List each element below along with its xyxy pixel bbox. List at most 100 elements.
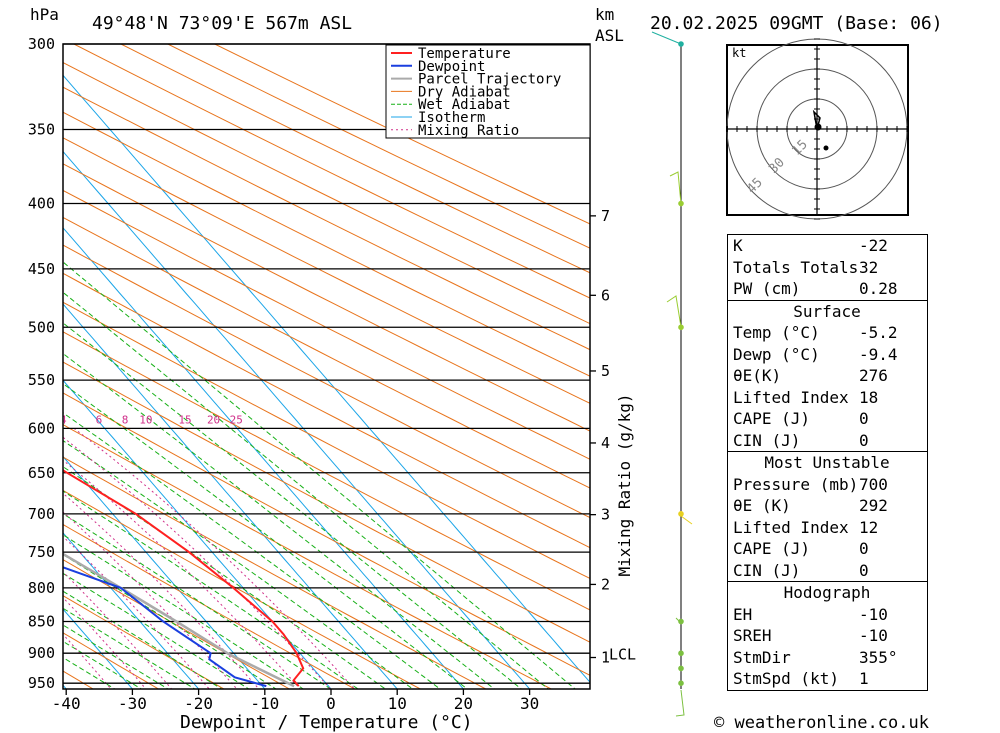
hodograph-point: [814, 123, 822, 131]
surface-title: Surface: [728, 299, 927, 323]
legend-entry: Parcel Trajectory: [418, 72, 561, 88]
wet-adiabat: [63, 291, 549, 689]
index-label: Pressure (mb): [733, 474, 859, 494]
mixing-ratio-line: [63, 633, 112, 689]
storm-motion-marker: [823, 145, 829, 151]
index-value: 0.28: [859, 279, 898, 298]
legend-entry: Temperature: [418, 46, 511, 62]
index-value: 0: [859, 560, 869, 580]
mixing-ratio-label: 4: [60, 413, 67, 426]
hodograph-trace: [812, 109, 821, 130]
dry-adiabat: [63, 137, 590, 404]
index-value: 355°: [859, 647, 898, 667]
index-label: StmDir: [733, 647, 791, 667]
pressure-label: 600: [28, 419, 55, 437]
index-row: Dewp (°C) -9.4: [728, 344, 927, 366]
mixing-ratio-axis-title: Mixing Ratio (g/kg): [615, 393, 634, 576]
wet-adiabat: [63, 624, 169, 689]
index-value: -22: [859, 236, 888, 255]
wet-adiabat: [63, 572, 250, 689]
index-label: Dewp (°C): [733, 344, 820, 364]
lcl-label: LCL: [609, 645, 636, 663]
index-label: Lifted Index: [733, 387, 849, 407]
index-value: -5.2: [859, 323, 898, 342]
pressure-label: 450: [28, 260, 55, 278]
index-row: Temp (°C) -5.2: [728, 322, 927, 344]
location-title: 49°48'N 73°09'E 567m ASL: [92, 13, 352, 34]
pressure-label: 900: [28, 644, 55, 662]
axes: 3003504004505005506006507007508008509009…: [28, 35, 636, 713]
pressure-label: 650: [28, 464, 55, 482]
hpa-label: hPa: [30, 5, 59, 24]
dry-adiabat: [63, 424, 552, 689]
asl-label: ASL: [595, 26, 624, 45]
wind-level-dot: [678, 41, 684, 47]
index-row: K -22: [728, 235, 927, 257]
x-tick-label: 10: [388, 694, 407, 713]
wind-profile: [651, 31, 693, 717]
pressure-label: 950: [28, 674, 55, 692]
index-value: 0: [859, 409, 869, 428]
copyright: © weatheronline.co.uk: [714, 713, 929, 733]
index-row: CAPE (J) 0: [728, 408, 927, 430]
mixing-ratio-label: 25: [230, 413, 243, 426]
wind-level-dot: [678, 650, 684, 657]
index-label: CAPE (J): [733, 539, 811, 558]
index-row: SREH -10: [728, 625, 927, 647]
dewpoint-line: [63, 566, 267, 688]
index-row: θE(K) 276: [728, 365, 927, 387]
index-value: -10: [859, 626, 888, 645]
index-row: CAPE (J) 0: [728, 538, 927, 560]
km-tick-label: 6: [601, 286, 610, 304]
unstable-title: Most Unstable: [728, 451, 927, 474]
pressure-label: 800: [28, 579, 55, 597]
index-row: Lifted Index 18: [728, 387, 927, 409]
wind-barb: [680, 515, 693, 525]
x-tick-label: -30: [118, 694, 147, 713]
index-label: θE(K): [733, 366, 782, 385]
index-value: 1: [859, 669, 869, 688]
pressure-label: 850: [28, 613, 55, 631]
datetime-title: 20.02.2025 09GMT (Base: 06): [650, 13, 943, 34]
index-label: θE (K): [733, 496, 791, 515]
x-tick-label: 30: [520, 694, 539, 713]
wind-barb: [666, 295, 682, 328]
wind-barb: [651, 31, 682, 45]
wet-adiabat: [63, 412, 441, 689]
index-value: 292: [859, 496, 888, 515]
temperature-line: [63, 469, 305, 687]
dry-adiabat: [63, 86, 590, 351]
isotherm: [63, 608, 133, 689]
legend-entry: Isotherm: [418, 110, 485, 126]
km-tick-label: 2: [601, 575, 610, 593]
index-value: 18: [859, 387, 879, 407]
km-tick-label: 3: [601, 506, 610, 524]
index-label: EH: [733, 604, 753, 624]
dry-adiabat: [120, 44, 590, 274]
mixing-ratio-label: 20: [207, 413, 220, 426]
wet-adiabat: [63, 607, 196, 689]
x-tick-label: 0: [326, 694, 336, 713]
index-label: PW (cm): [733, 279, 801, 298]
wind-level-dot: [678, 665, 684, 672]
index-label: K: [733, 236, 743, 255]
mixing-ratio-label: 8: [122, 413, 129, 426]
index-row: StmSpd (kt) 1: [728, 668, 927, 690]
profile-series: [63, 469, 305, 688]
index-row: CIN (J) 0: [728, 560, 927, 582]
pressure-label: 700: [28, 505, 55, 523]
index-value: 0: [859, 430, 869, 450]
dry-adiabat: [167, 44, 590, 249]
km-tick-label: 5: [601, 362, 610, 380]
km-tick-label: 7: [601, 207, 610, 225]
mixing-ratio-label: 10: [139, 413, 152, 426]
index-label: CAPE (J): [733, 409, 811, 428]
pressure-label: 550: [28, 371, 55, 389]
wet-adiabat: [63, 590, 223, 689]
mixing-ratio-label: 15: [178, 413, 191, 426]
pressure-label: 400: [28, 195, 55, 213]
dry-adiabat: [214, 44, 590, 225]
index-value: 700: [859, 474, 888, 494]
km-tick-label: 1: [601, 649, 610, 667]
hodograph-title: Hodograph: [728, 581, 927, 604]
